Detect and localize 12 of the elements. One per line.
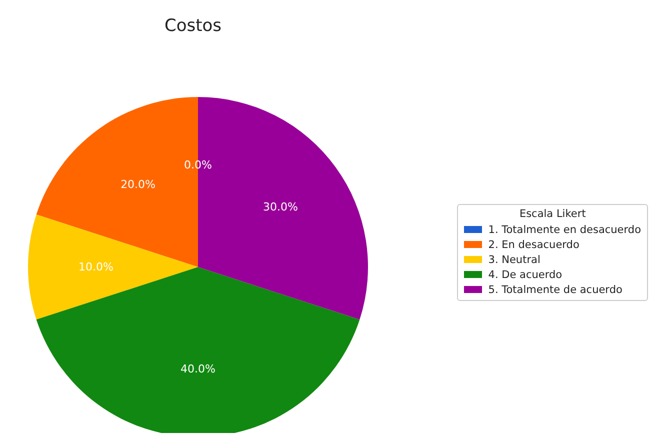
text: 0.0%	[184, 158, 212, 172]
legend-label: 1. Totalmente en desacuerdo	[488, 224, 641, 236]
data-label: 30.0%	[263, 200, 298, 214]
chart-title: Costos	[163, 16, 223, 36]
legend-label: 5. Totalmente de acuerdo	[488, 284, 622, 296]
data-label: 20.0%	[120, 178, 156, 191]
legend-label: 2. En desacuerdo	[488, 238, 580, 250]
legend-title: Escala Likert	[518, 208, 587, 220]
data-label: 40.0%	[180, 362, 216, 376]
legend-label: 4. De acuerdo	[488, 268, 562, 280]
legend-label: 3. Neutral	[488, 254, 540, 266]
data-label: 10.0%	[78, 260, 114, 274]
